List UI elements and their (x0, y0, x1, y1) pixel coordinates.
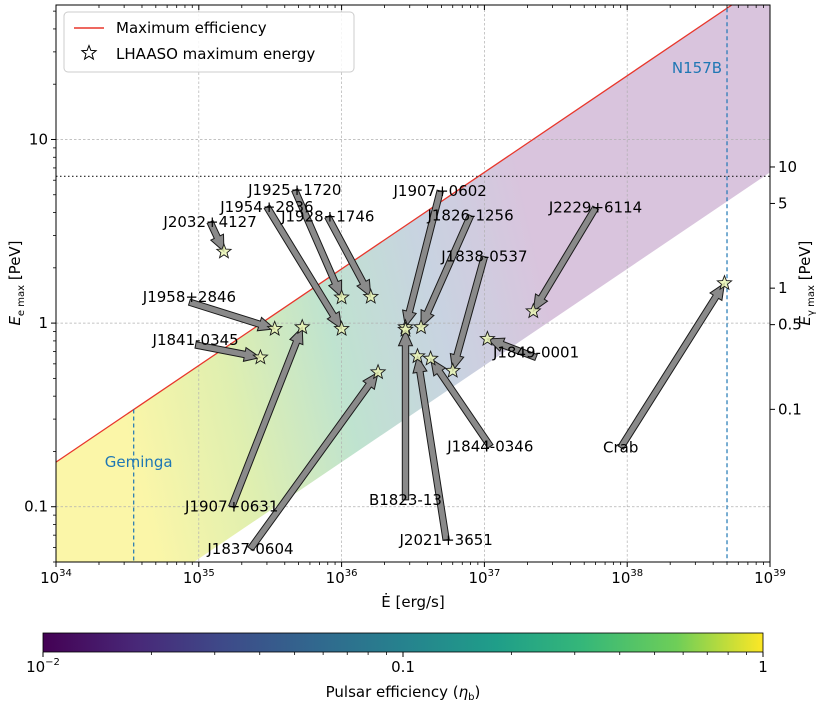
point-label: J1907+0602 (392, 182, 486, 200)
y-right-tick-label: 0.1 (778, 400, 802, 418)
legend-label-max-efficiency: Maximum efficiency (116, 19, 267, 37)
x-tick-label: 1034 (40, 568, 72, 587)
y-right-tick-label: 10 (778, 158, 797, 176)
colorbar-ticks: 10−2 0.1 1 (26, 652, 768, 676)
x-tick-label: 1039 (754, 568, 786, 587)
point-label: J2229+6114 (548, 199, 642, 217)
point-star-j1838-0537 (444, 362, 462, 378)
vertical-line-label: N157B (672, 59, 722, 77)
vertical-line-label: Geminga (105, 453, 173, 471)
legend-box (63, 11, 355, 73)
point-star-j1928+1746 (362, 288, 380, 304)
arrow-b1823-13 (397, 328, 414, 501)
point-label: J1841-0345 (152, 331, 239, 349)
colorbar-tick-label: 0.1 (391, 658, 415, 676)
y-axis-label-right: Eγ max [PeV] (796, 241, 817, 326)
point-label: B1823-13 (369, 491, 442, 509)
colorbar: 10−2 0.1 1 Pulsar efficiency (ηb) (26, 632, 768, 703)
point-star-j1907+0631 (293, 318, 311, 335)
x-tick-label: 1038 (611, 568, 643, 587)
arrow-j1838-0537 (449, 255, 489, 373)
point-label: J1837-0604 (206, 540, 293, 558)
point-star-j1841-0345 (252, 348, 269, 365)
point-star-j1837-0604 (369, 363, 387, 380)
point-star-j2229+6114 (524, 302, 542, 319)
y-tick-label: 0.1 (24, 498, 48, 516)
legend-label-lhaaso: LHAASO maximum energy (116, 45, 315, 63)
labels-layer: Geminga N157B J2032+4127 J1958+2846 J1841-03… (105, 59, 722, 558)
point-label: J1925+1720 (247, 181, 341, 199)
point-label: J1954+2836 (219, 198, 313, 216)
plot-frame (55, 4, 771, 563)
grid-layer (56, 5, 770, 562)
arrow-j1907+0631 (228, 326, 304, 509)
point-star-j1844-0346 (422, 349, 439, 366)
point-label: J2021+3651 (399, 531, 493, 549)
arrow-layer (187, 188, 726, 552)
point-star-j1849-0001 (479, 330, 496, 347)
point-label: J1838-0537 (440, 248, 527, 266)
point-label: J1907+0631 (184, 498, 278, 516)
x-tick-label: 1037 (468, 568, 500, 587)
colorbar-tick-label: 1 (758, 658, 768, 676)
colorbar-gradient (42, 632, 764, 653)
arrow-crab (617, 282, 726, 450)
arrow-j1837-0604 (247, 371, 379, 552)
point-label: J1844-0346 (446, 437, 533, 455)
arrow-j1928+1746 (324, 214, 372, 298)
point-star-j2032+4127 (215, 242, 233, 259)
point-label: J1928+1746 (280, 208, 374, 226)
arrow-j1841-0345 (194, 341, 262, 362)
point-star-j1954+2836 (333, 320, 350, 336)
point-star-crab (716, 274, 733, 291)
legend: Maximum efficiency LHAASO maximum energy (63, 11, 355, 73)
y-right-tick-label: 1 (778, 279, 788, 297)
y-right-tick-label: 5 (778, 194, 788, 212)
point-star-b1823-13 (397, 320, 414, 337)
point-star-j1925+1720 (333, 288, 350, 305)
point-star-j1958+2846 (266, 320, 284, 336)
arrow-j1907+0602 (401, 189, 444, 329)
point-label: J1826-1256 (426, 207, 513, 225)
y-tick-label: 1 (38, 314, 48, 332)
arrow-j1844-0346 (429, 357, 494, 449)
arrow-j2032+4127 (206, 220, 225, 253)
points-layer (215, 242, 733, 380)
arrow-j2021+3651 (412, 354, 450, 541)
y-tick-label: 10 (29, 130, 48, 148)
point-label: Crab (603, 439, 638, 457)
point-star-j2021+3651 (409, 347, 426, 364)
legend-star-marker (80, 44, 98, 61)
point-label: J1849-0001 (492, 343, 579, 361)
arrow-j1849-0001 (486, 337, 538, 362)
max-efficiency-line (56, 5, 733, 463)
x-tick-label: 1036 (326, 568, 358, 587)
arrow-j2229+6114 (532, 205, 599, 313)
arrow-j1958+2846 (187, 298, 276, 332)
point-label: J1958+2846 (142, 288, 236, 306)
x-axis-label: Ė [erg/s] (381, 592, 444, 611)
colorbar-tick-label: 10−2 (26, 657, 60, 676)
ticks-layer: 1034 1035 1036 1037 1038 1039 0.1 1 10 0.1 0.5 1 5 10 (24, 5, 802, 587)
point-star-j1826-1256 (412, 318, 430, 335)
y-right-tick-label: 0.5 (778, 316, 802, 334)
y-axis-label-left: Ee max [PeV] (6, 240, 27, 325)
arrow-j1954+2836 (263, 204, 343, 330)
point-label: J2032+4127 (162, 213, 256, 231)
arrow-j1826-1256 (420, 213, 475, 329)
colorbar-label: Pulsar efficiency (ηb) (326, 683, 481, 703)
x-tick-label: 1035 (183, 568, 215, 587)
